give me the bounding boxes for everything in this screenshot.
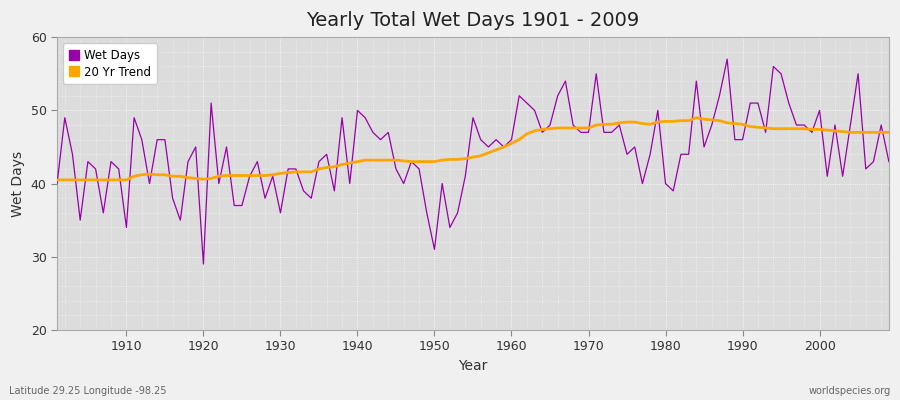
20 Yr Trend [598, 122, 609, 127]
20 Yr Trend [691, 115, 702, 120]
Wet Days [337, 115, 347, 120]
20 Yr Trend [884, 130, 895, 135]
Line: Wet Days: Wet Days [57, 59, 889, 264]
Text: Latitude 29.25 Longitude -98.25: Latitude 29.25 Longitude -98.25 [9, 386, 166, 396]
Line: 20 Yr Trend: 20 Yr Trend [57, 118, 889, 180]
X-axis label: Year: Year [458, 359, 488, 373]
Wet Days [722, 57, 733, 62]
Wet Days [113, 166, 124, 171]
20 Yr Trend [113, 178, 124, 182]
20 Yr Trend [329, 164, 340, 169]
20 Yr Trend [506, 141, 517, 146]
Y-axis label: Wet Days: Wet Days [11, 150, 25, 217]
Legend: Wet Days, 20 Yr Trend: Wet Days, 20 Yr Trend [63, 43, 158, 84]
Wet Days [607, 130, 617, 135]
Wet Days [51, 181, 62, 186]
Wet Days [291, 166, 302, 171]
Title: Yearly Total Wet Days 1901 - 2009: Yearly Total Wet Days 1901 - 2009 [306, 11, 640, 30]
Wet Days [198, 262, 209, 266]
Wet Days [884, 159, 895, 164]
Wet Days [514, 93, 525, 98]
20 Yr Trend [499, 144, 509, 149]
Text: worldspecies.org: worldspecies.org [809, 386, 891, 396]
20 Yr Trend [283, 170, 293, 175]
Wet Days [506, 137, 517, 142]
20 Yr Trend [51, 178, 62, 182]
